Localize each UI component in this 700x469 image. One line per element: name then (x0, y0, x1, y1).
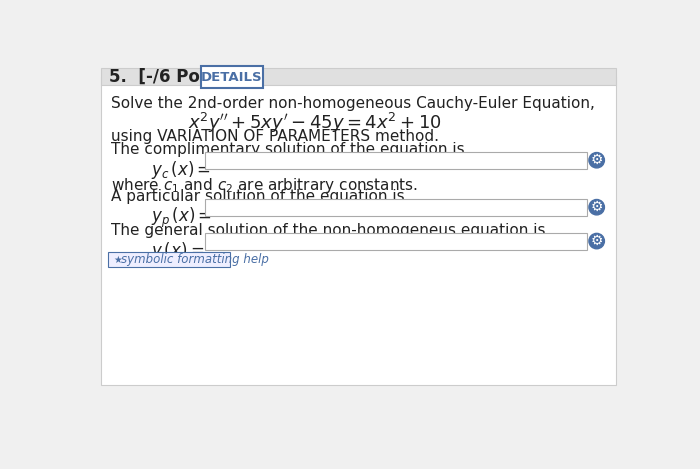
FancyBboxPatch shape (102, 77, 616, 385)
Text: ⚙: ⚙ (590, 234, 603, 248)
Circle shape (589, 234, 604, 249)
Text: $y\,(x) = $: $y\,(x) = $ (151, 240, 204, 262)
Text: The general solution of the non-homogeneus equation is: The general solution of the non-homogene… (111, 223, 545, 238)
Text: $x^2y'' + 5xy' - 45y = 4x^2 + 10$: $x^2y'' + 5xy' - 45y = 4x^2 + 10$ (188, 111, 442, 135)
Text: $y_p\,(x) = $: $y_p\,(x) = $ (151, 206, 212, 230)
Text: 5.  [-/6 Points]: 5. [-/6 Points] (109, 67, 243, 85)
Text: The complimentary solution of the equation is: The complimentary solution of the equati… (111, 142, 464, 157)
Text: DETAILS: DETAILS (201, 70, 262, 83)
Text: ⚙: ⚙ (590, 153, 603, 167)
FancyBboxPatch shape (205, 152, 587, 169)
FancyBboxPatch shape (205, 199, 587, 216)
Text: where $c_1$ and $c_2$ are arbitrary constants.: where $c_1$ and $c_2$ are arbitrary cons… (111, 176, 418, 196)
FancyBboxPatch shape (205, 233, 587, 250)
Text: ⚙: ⚙ (590, 200, 603, 214)
Text: A particular solution of the equation is: A particular solution of the equation is (111, 189, 405, 204)
FancyBboxPatch shape (108, 252, 230, 267)
Text: ★: ★ (113, 255, 122, 265)
Circle shape (589, 199, 604, 215)
Text: $y_c\,(x) = $: $y_c\,(x) = $ (151, 159, 211, 181)
Circle shape (589, 152, 604, 168)
Text: symbolic formatting help: symbolic formatting help (121, 253, 269, 266)
FancyBboxPatch shape (201, 66, 262, 88)
FancyBboxPatch shape (102, 68, 616, 85)
Text: Solve the 2nd-order non-homogeneous Cauchy-Euler Equation,: Solve the 2nd-order non-homogeneous Cauc… (111, 96, 594, 111)
Text: using VARIATION OF PARAMETERS method.: using VARIATION OF PARAMETERS method. (111, 129, 439, 144)
